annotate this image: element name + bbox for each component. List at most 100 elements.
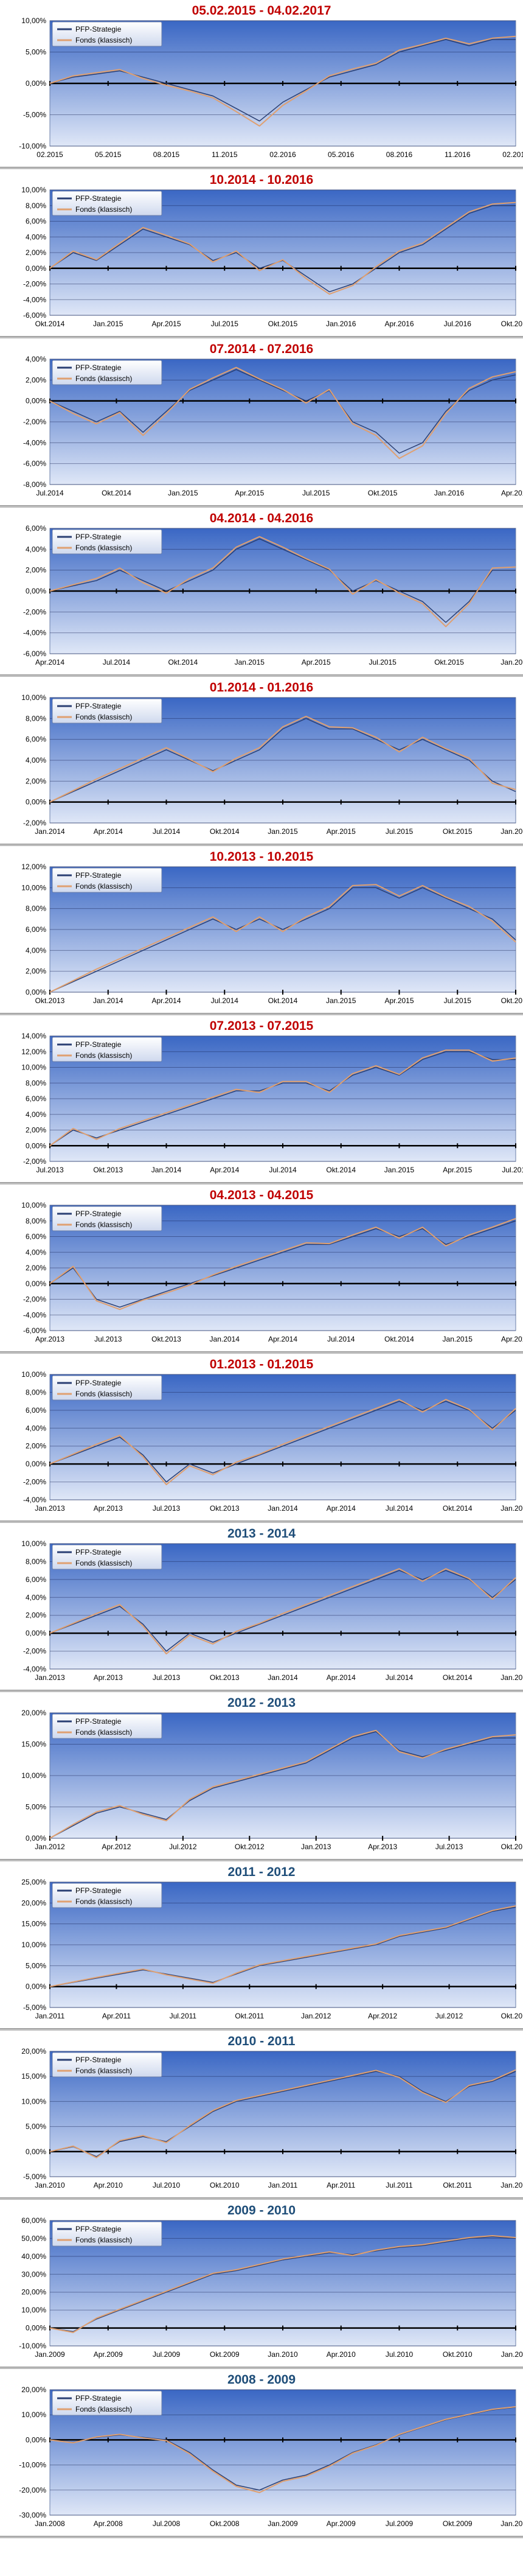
y-tick-label: 6,00% — [26, 925, 46, 934]
x-tick-label: 05.2016 — [328, 150, 355, 159]
legend-label: Fonds (klassisch) — [75, 713, 132, 721]
series-line-fonds-klassisch — [49, 715, 516, 803]
x-tick-label: Apr.2014 — [268, 1335, 297, 1343]
y-tick-label: 10,00% — [21, 883, 46, 892]
chart-title: 10.2014 - 10.2016 — [209, 173, 314, 187]
y-tick-label: 0,00% — [26, 1279, 46, 1288]
y-tick-label: 4,00% — [26, 545, 46, 553]
legend — [52, 21, 162, 47]
y-tick-label: 8,00% — [26, 1557, 46, 1566]
y-tick-label: -2,00% — [23, 1478, 46, 1486]
series-line-fonds-klassisch — [49, 35, 516, 127]
y-tick-label: 15,00% — [21, 1740, 46, 1749]
y-tick-label: 0,00% — [26, 988, 46, 996]
x-tick-label: Apr.2014 — [35, 658, 64, 667]
y-tick-label: -2,00% — [23, 1157, 46, 1166]
chart-svg: 20,00%15,00%10,00%5,00%0,00%-5,00%Jan.20… — [21, 2047, 523, 2189]
y-tick-label: 10,00% — [21, 1063, 46, 1072]
x-tick-label: Jan.2015 — [235, 658, 265, 667]
y-tick-label: 4,00% — [26, 1248, 46, 1256]
x-tick-label: Okt.2013 — [151, 1335, 181, 1343]
x-tick-label: Jan.2014 — [268, 1673, 298, 1682]
y-tick-label: 20,00% — [21, 1899, 46, 1907]
legend — [52, 360, 162, 385]
y-tick-label: 0,00% — [26, 1460, 46, 1468]
x-tick-label: Jan.2011 — [35, 2012, 65, 2020]
y-tick-label: 2,00% — [26, 777, 46, 785]
x-tick-label: Apr.2009 — [327, 2519, 356, 2528]
y-tick-label: -4,00% — [23, 629, 46, 637]
x-tick-label: Okt.2010 — [443, 2350, 473, 2359]
y-tick-label: 0,00% — [26, 798, 46, 807]
x-tick-label: Jan.2015 — [326, 996, 356, 1005]
x-tick-label: Apr.2008 — [94, 2519, 123, 2528]
chart-title: 2008 - 2009 — [227, 2373, 296, 2387]
x-tick-label: Jan.2016 — [326, 320, 356, 328]
x-tick-label: Jul.2012 — [169, 1843, 197, 1851]
chart-title: 01.2013 - 01.2015 — [209, 1357, 314, 1371]
chart-panel: 4,00% 2,00% 0,00% -2,00% -4,00% -6,00% -8,00% J… — [0, 338, 523, 505]
x-tick-label: Jan.2014 — [210, 1335, 240, 1343]
x-tick-label: Okt.2014 — [102, 489, 131, 497]
series-line-fonds-klassisch — [49, 1399, 516, 1485]
legend-label: PFP-Strategie — [75, 1886, 122, 1895]
series-line-fonds-klassisch — [49, 1049, 516, 1147]
y-tick-label: 2,00% — [26, 248, 46, 257]
x-tick-label: Jul.2016 — [444, 320, 472, 328]
x-tick-label: Jul.2015 — [502, 1166, 523, 1174]
y-tick-label: 0,00% — [26, 1629, 46, 1637]
series-line-fonds-klassisch — [49, 2406, 516, 2493]
x-tick-label: 08.2015 — [153, 150, 180, 159]
y-tick-label: -4,00% — [23, 1496, 46, 1504]
y-tick-label: -8,00% — [23, 480, 46, 489]
x-tick-label: Okt.2016 — [501, 320, 523, 328]
x-tick-label: Okt.2008 — [210, 2519, 240, 2528]
panel-separator — [0, 1351, 523, 1354]
x-tick-label: Jul.2013 — [94, 1335, 122, 1343]
chart-svg: 10,00% 8,00% 6,00% 4,00% 2,00% 0,00% -2,00% -4,… — [21, 186, 523, 328]
x-tick-label: Jan.2010 — [268, 2350, 298, 2359]
y-tick-label: 4,00% — [26, 1110, 46, 1119]
chart-panel: 20,00% 15,00% 10,00% 5,00% 0,00% Jan.2012 Apr.… — [0, 1692, 523, 1859]
y-tick-label: -30,00% — [19, 2511, 46, 2519]
series-line-pfp-strategie — [49, 369, 516, 454]
legend — [52, 2390, 162, 2416]
chart-svg: 6,00%4,00%2,00%0,00%-2,00%-4,00%-6,00%Ap… — [23, 524, 523, 667]
x-tick-label: Jan.2015 — [500, 1673, 523, 1682]
y-tick-label: 4,00% — [26, 756, 46, 765]
x-tick-label: Okt.2014 — [210, 827, 240, 836]
chart-panel: 20,00% 15,00% 10,00% 5,00% 0,00% -5,00% Jan.20… — [0, 2031, 523, 2197]
x-tick-label: Okt.2011 — [443, 2181, 472, 2189]
y-tick-label: -2,00% — [23, 418, 46, 426]
panel-separator — [0, 2536, 523, 2538]
chart-panel: 10,00% 5,00% 0,00% -5,00% -10,00% 02.2015 05.2… — [0, 0, 523, 167]
y-tick-label: 20,00% — [21, 2047, 46, 2056]
y-tick-label: 0,00% — [26, 587, 46, 595]
y-tick-label: 4,00% — [26, 1593, 46, 1601]
x-tick-label: Okt.2010 — [210, 2181, 240, 2189]
y-tick-label: -4,00% — [23, 1665, 46, 1673]
legend — [52, 1544, 162, 1570]
x-tick-label: Jan.2009 — [35, 2350, 65, 2359]
y-tick-label: -2,00% — [23, 280, 46, 289]
legend — [52, 2052, 162, 2077]
chart-panel: 6,00% 4,00% 2,00% 0,00% -2,00% -4,00% -6,00% Ap… — [0, 508, 523, 674]
legend-label: PFP-Strategie — [75, 363, 122, 372]
y-tick-label: -4,00% — [23, 295, 46, 304]
y-tick-label: 8,00% — [26, 1079, 46, 1087]
y-tick-label: -6,00% — [23, 649, 46, 658]
panel-separator — [0, 674, 523, 677]
y-tick-label: -6,00% — [23, 460, 46, 468]
x-tick-label: Okt.2012 — [235, 1843, 265, 1851]
panel-separator — [0, 1859, 523, 1861]
legend-label: Fonds (klassisch) — [75, 2067, 132, 2075]
y-tick-label: 0,00% — [26, 1983, 46, 1991]
x-tick-label: Apr.2013 — [35, 1335, 64, 1343]
x-tick-label: Jul.2015 — [386, 827, 414, 836]
y-tick-label: 10,00% — [21, 1539, 46, 1548]
y-tick-label: 10,00% — [21, 16, 46, 25]
x-tick-label: Jan.2015 — [443, 1335, 473, 1343]
panel-separator — [0, 1013, 523, 1015]
chart-panel: 10,00% 8,00% 6,00% 4,00% 2,00% 0,00% -2,00% -4,… — [0, 169, 523, 336]
x-tick-label: Apr.2011 — [327, 2181, 355, 2189]
